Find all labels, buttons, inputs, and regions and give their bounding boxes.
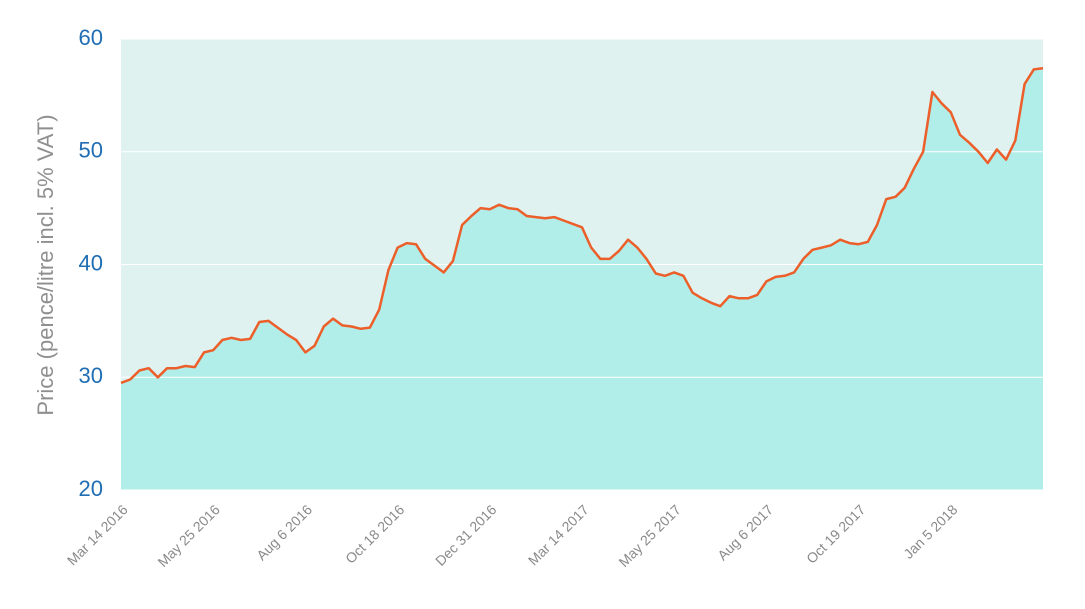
y-tick-label: 20 — [79, 476, 103, 501]
y-tick-label: 40 — [79, 250, 103, 275]
x-tick-label: May 25 2017 — [615, 501, 684, 570]
x-tick-label: Dec 31 2016 — [432, 501, 500, 569]
x-tick-label: Mar 14 2016 — [64, 501, 131, 568]
x-tick-label: Aug 6 2016 — [253, 501, 315, 563]
x-tick-label: Oct 19 2017 — [803, 501, 868, 566]
line — [120, 67, 1044, 385]
x-tick-label: May 25 2016 — [154, 501, 223, 570]
x-tick-label: Oct 18 2016 — [342, 501, 407, 566]
y-axis-label: Price (pence/litre incl. 5% VAT) — [33, 114, 58, 415]
x-tick-label: Mar 14 2017 — [525, 501, 592, 568]
y-tick-label: 60 — [79, 25, 103, 50]
y-tick-label: 30 — [79, 363, 103, 388]
x-tick-label: Jan 5 2018 — [900, 501, 960, 561]
area — [121, 68, 1043, 491]
x-tick-label: Aug 6 2017 — [714, 501, 776, 563]
y-tick-label: 50 — [79, 138, 103, 163]
